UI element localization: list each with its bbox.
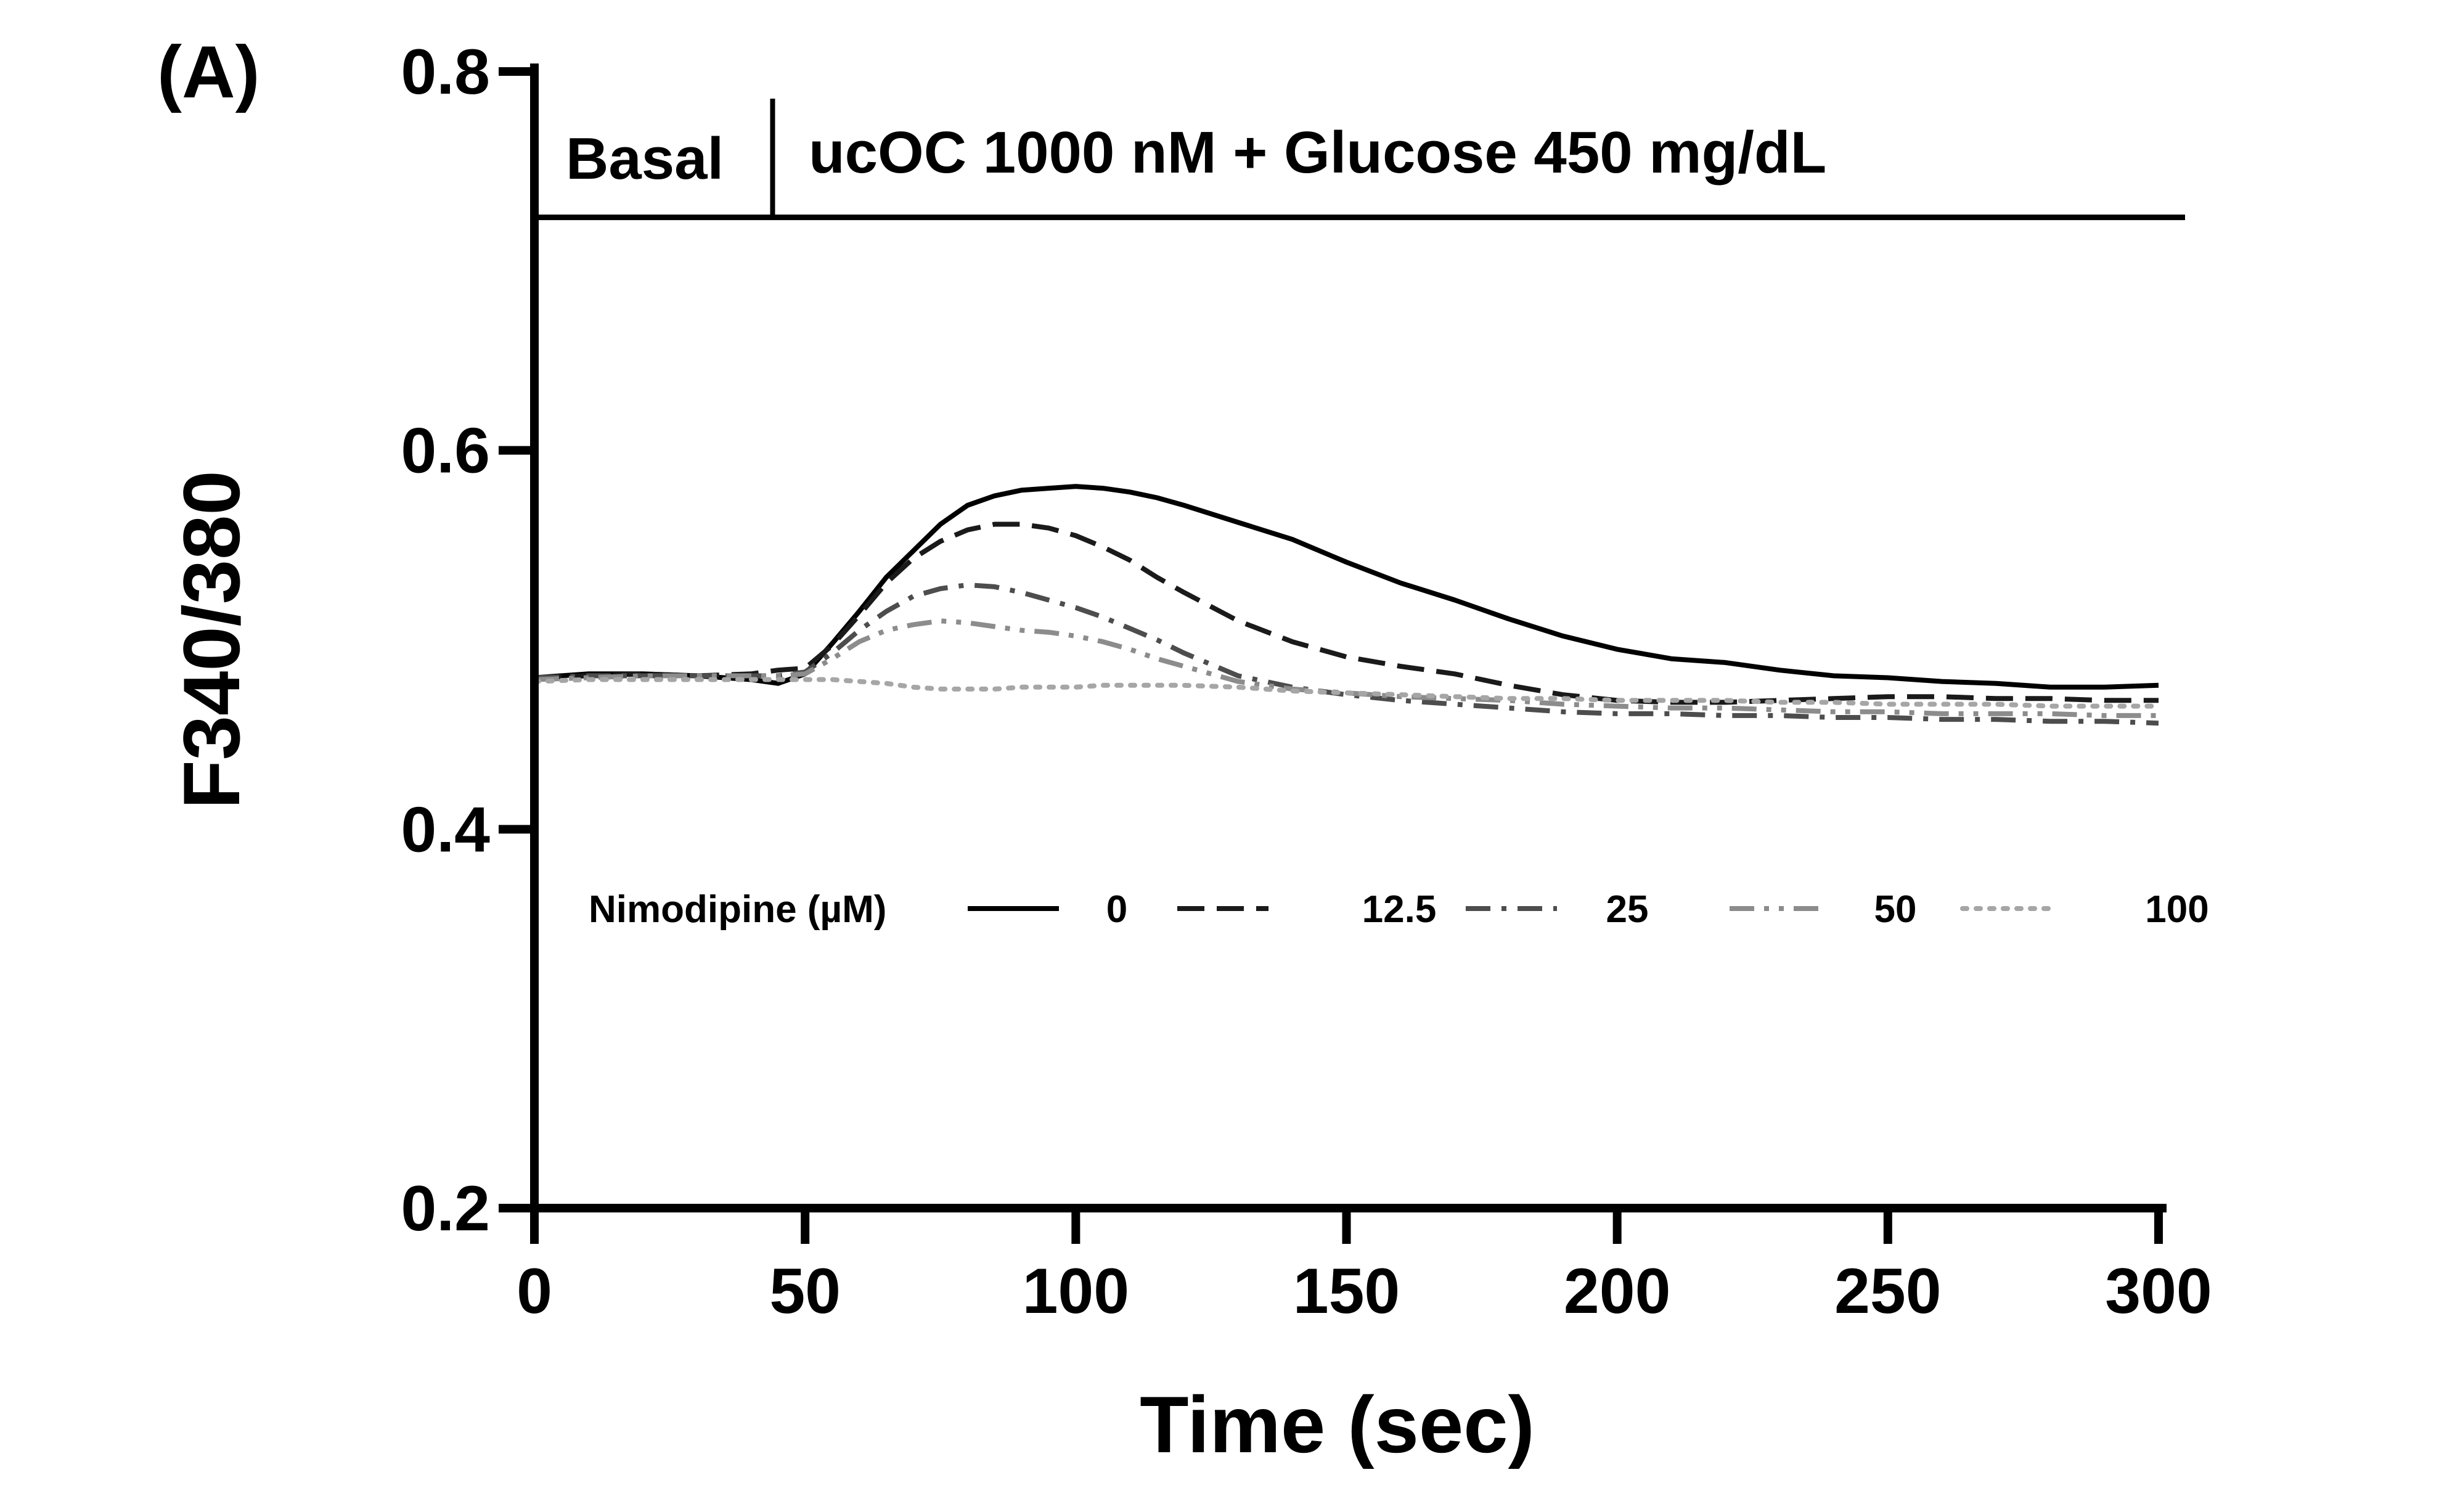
series-line-0 (534, 484, 2159, 690)
x-axis-title: Time (sec) (1140, 1379, 1535, 1469)
legend-label-12-5: 12.5 (1362, 888, 1437, 931)
x-tick-label: 100 (1023, 1256, 1130, 1327)
treatment-bar: Basal ucOC 1000 nM + Glucose 450 mg/dL (534, 99, 2185, 221)
series-line-50 (534, 618, 2159, 718)
x-tick-label: 300 (2105, 1256, 2212, 1327)
legend-title: Nimodipine (µM) (589, 888, 886, 931)
x-tick-label: 0 (517, 1256, 552, 1327)
legend: Nimodipine (µM) 0 12.5 25 50 100 (589, 888, 2209, 931)
series-lines (532, 484, 2161, 726)
series-line-25 (534, 582, 2159, 726)
axes: 0.20.40.60.80 50 100 150 200 250 300 (401, 36, 2212, 1327)
legend-label-0: 0 (1106, 888, 1127, 931)
treatment-label: ucOC 1000 nM + Glucose 450 mg/dL (809, 120, 1826, 186)
legend-label-100: 100 (2145, 888, 2208, 931)
x-tick-label: 50 (769, 1256, 841, 1327)
y-axis-title: F340/380 (166, 470, 256, 809)
y-tick-label: 0.8 (401, 36, 490, 108)
y-tick-label: 0.6 (401, 415, 490, 487)
series-line-12-5 (534, 521, 2159, 705)
x-tick-label: 150 (1293, 1256, 1400, 1327)
basal-label: Basal (566, 126, 724, 192)
y-tick-label: 0.4 (401, 794, 490, 865)
legend-label-50: 50 (1874, 888, 1917, 931)
panel-label: (A) (157, 31, 260, 113)
x-tick-label: 250 (1834, 1256, 1942, 1327)
series-line-100 (532, 677, 2161, 709)
legend-label-25: 25 (1606, 888, 1649, 931)
x-tick-label: 200 (1564, 1256, 1671, 1327)
y-tick-label: 0.2 (401, 1173, 490, 1244)
